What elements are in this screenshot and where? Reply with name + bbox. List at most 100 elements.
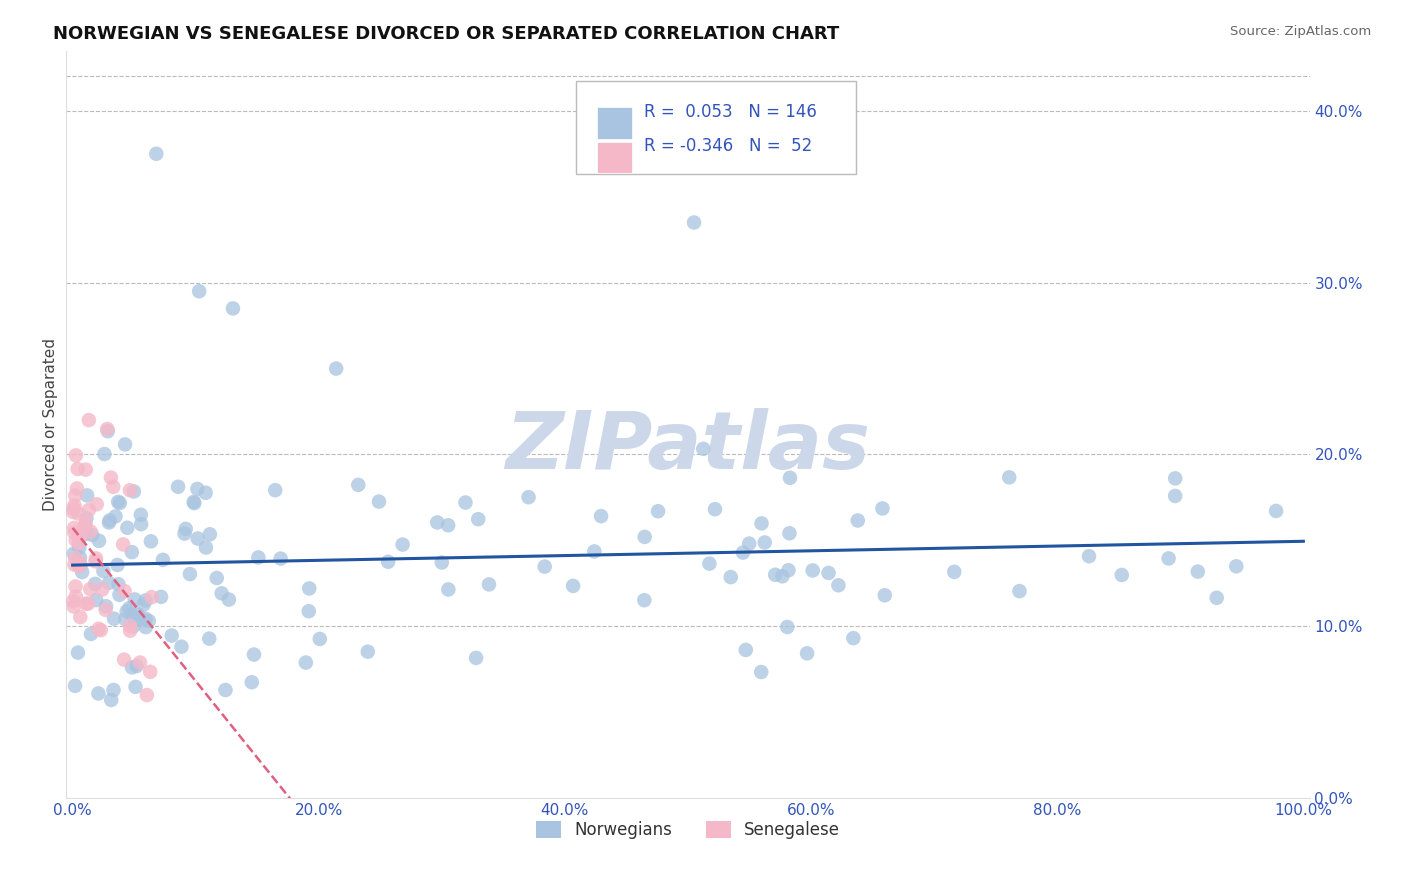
Point xyxy=(97,575,120,590)
Point xyxy=(1225,559,1247,574)
Point xyxy=(65,590,87,604)
Point xyxy=(76,488,98,502)
Point xyxy=(145,146,167,161)
Point xyxy=(134,612,156,626)
Point xyxy=(114,612,136,626)
Point xyxy=(240,675,263,690)
Point xyxy=(188,285,211,299)
Point xyxy=(135,688,157,702)
Y-axis label: Divorced or Separated: Divorced or Separated xyxy=(44,338,58,511)
Point xyxy=(801,564,824,578)
Point xyxy=(122,484,145,499)
Text: NORWEGIAN VS SENEGALESE DIVORCED OR SEPARATED CORRELATION CHART: NORWEGIAN VS SENEGALESE DIVORCED OR SEPA… xyxy=(53,25,839,43)
Point xyxy=(114,584,136,599)
Point xyxy=(66,462,89,476)
Point xyxy=(198,632,221,646)
Point xyxy=(79,582,101,596)
Point xyxy=(118,601,141,615)
Point xyxy=(533,559,555,574)
Point xyxy=(104,509,127,524)
Point xyxy=(827,578,849,592)
Point xyxy=(763,567,786,582)
Point xyxy=(270,551,292,566)
Point xyxy=(84,593,107,607)
Point xyxy=(90,624,112,638)
Point xyxy=(454,495,477,509)
Point xyxy=(62,599,84,614)
Point xyxy=(100,470,122,484)
Point xyxy=(298,604,321,618)
Text: R = -0.346   N =  52: R = -0.346 N = 52 xyxy=(644,137,813,155)
Point xyxy=(1157,551,1180,566)
Point xyxy=(943,565,966,579)
Point xyxy=(63,558,86,572)
Point xyxy=(517,490,540,504)
Point xyxy=(62,501,84,516)
Point xyxy=(121,607,143,622)
Point xyxy=(103,683,125,698)
Point xyxy=(67,541,90,555)
Point xyxy=(211,586,233,600)
Point xyxy=(437,518,460,533)
Point xyxy=(129,517,152,532)
Point xyxy=(141,590,163,604)
Point xyxy=(67,536,90,550)
Text: Source: ZipAtlas.com: Source: ZipAtlas.com xyxy=(1230,25,1371,38)
Point xyxy=(67,507,90,521)
Point xyxy=(107,558,129,572)
Point xyxy=(1164,471,1187,485)
Point xyxy=(647,504,669,518)
Point xyxy=(720,570,742,584)
Point xyxy=(1078,549,1101,564)
Legend: Norwegians, Senegalese: Norwegians, Senegalese xyxy=(530,814,846,846)
Point xyxy=(1265,504,1288,518)
Point xyxy=(96,422,118,436)
Point xyxy=(82,528,104,542)
Point xyxy=(218,592,240,607)
Point xyxy=(778,526,800,541)
Point xyxy=(103,612,125,626)
Point xyxy=(243,648,266,662)
Point xyxy=(357,645,380,659)
Point xyxy=(173,526,195,541)
Point xyxy=(65,489,87,503)
Point xyxy=(108,588,131,602)
Point xyxy=(139,665,162,679)
Point xyxy=(75,597,97,611)
Point xyxy=(84,551,107,566)
Point xyxy=(779,471,801,485)
Point xyxy=(817,566,839,580)
Point xyxy=(121,660,143,674)
Point xyxy=(76,526,98,541)
Point xyxy=(430,556,453,570)
Point xyxy=(183,495,205,509)
Point xyxy=(75,511,97,525)
Point xyxy=(308,632,330,646)
Point xyxy=(754,535,776,549)
Point xyxy=(67,559,90,574)
Point xyxy=(93,564,115,578)
Point xyxy=(86,497,108,511)
Point xyxy=(170,640,193,654)
Point xyxy=(77,413,100,427)
Point xyxy=(79,524,101,539)
Point xyxy=(80,627,103,641)
Point xyxy=(63,499,86,513)
Point xyxy=(139,534,162,549)
Point xyxy=(112,537,135,551)
Point xyxy=(264,483,287,498)
Point xyxy=(115,604,138,618)
Point xyxy=(187,532,209,546)
Point xyxy=(734,643,756,657)
Point xyxy=(796,646,818,660)
Point xyxy=(84,577,107,591)
Point xyxy=(107,577,129,591)
Point xyxy=(467,512,489,526)
Point xyxy=(62,594,84,608)
Point xyxy=(98,516,121,530)
Point xyxy=(94,603,117,617)
Point xyxy=(738,536,761,550)
Point xyxy=(731,546,754,560)
Point xyxy=(66,482,89,496)
Point xyxy=(179,567,201,582)
